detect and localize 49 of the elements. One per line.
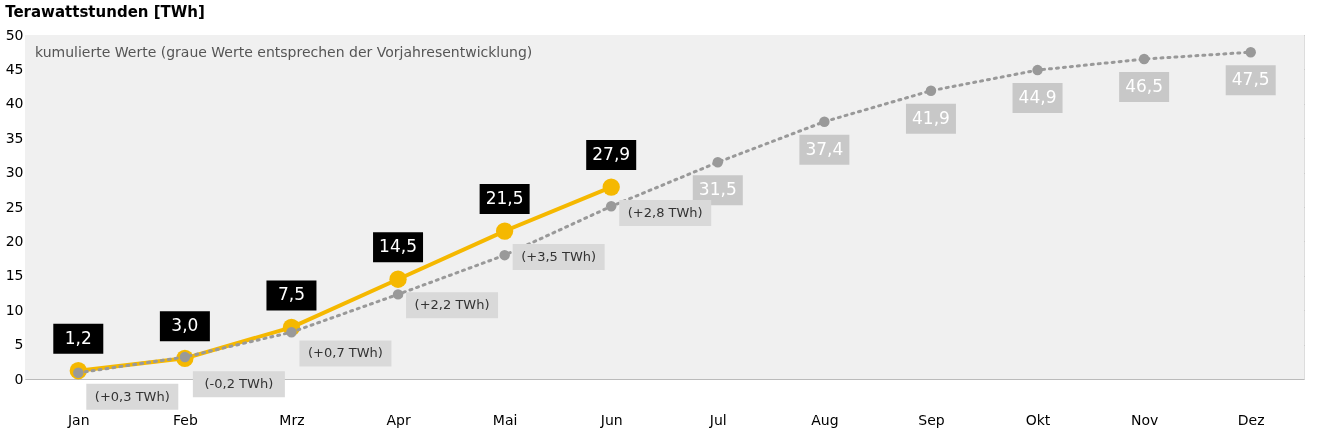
- data-label: 14,5: [379, 236, 417, 257]
- annotation: (+0,3 TWh): [94, 388, 170, 404]
- annotation: kumulierte Werte (graue Werte entsprechen der Vorjahresentwicklung): [35, 44, 533, 60]
- chart-title: Terawattstunden [TWh]: [5, 3, 205, 21]
- y-tick-label: 20: [5, 232, 24, 249]
- data-label: 1,2: [64, 327, 92, 348]
- point: [1138, 53, 1150, 65]
- annotation: (+2,8 TWh): [627, 205, 703, 221]
- y-tick-label: 5: [14, 336, 24, 353]
- y-tick-label: 10: [5, 301, 24, 318]
- data-label: 27,9: [592, 144, 631, 165]
- y-tick-label: 40: [5, 95, 24, 112]
- point: [392, 289, 404, 300]
- y-tick-label: 15: [5, 267, 24, 284]
- x-tick-label: Jul: [708, 411, 727, 428]
- annotation: (+2,2 TWh): [414, 297, 490, 313]
- point: [712, 157, 724, 168]
- x-tick-label: Dez: [1237, 411, 1265, 428]
- x-tick-label: Jun: [599, 411, 623, 428]
- x-tick-label: Mai: [492, 411, 518, 428]
- y-tick-label: 25: [5, 198, 24, 215]
- data-label: 7,5: [277, 284, 305, 305]
- x-tick-label: Okt: [1025, 411, 1051, 428]
- x-tick-label: Mrz: [279, 411, 305, 428]
- y-tick-label: 0: [14, 370, 24, 387]
- point: [819, 116, 830, 127]
- point: [499, 249, 510, 261]
- y-tick-label: 35: [5, 129, 24, 146]
- x-tick-label: Sep: [918, 411, 945, 428]
- point: [925, 85, 937, 96]
- annotation: (+3,5 TWh): [521, 249, 597, 265]
- x-tick-label: Feb: [172, 411, 198, 428]
- data-label: 21,5: [485, 188, 524, 209]
- point: [495, 222, 514, 240]
- annotation: (+0,7 TWh): [308, 345, 383, 361]
- y-tick-label: 50: [5, 26, 24, 43]
- x-tick-label: Aug: [811, 411, 839, 428]
- point: [602, 178, 620, 196]
- point: [1245, 46, 1256, 58]
- x-tick-label: Apr: [386, 411, 411, 428]
- point: [389, 270, 407, 288]
- point: [605, 201, 617, 212]
- point: [1032, 64, 1043, 76]
- x-tick-label: Nov: [1130, 411, 1159, 428]
- y-tick-label: 45: [5, 60, 24, 77]
- y-tick-label: 30: [5, 164, 24, 181]
- annotation: (-0,2 TWh): [204, 376, 274, 392]
- data-label: 3,0: [171, 315, 199, 336]
- x-tick-label: Jan: [66, 411, 90, 428]
